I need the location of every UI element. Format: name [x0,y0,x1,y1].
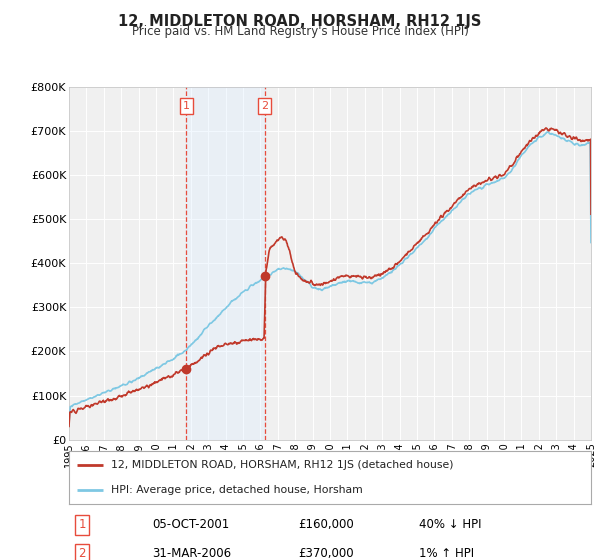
Text: Price paid vs. HM Land Registry's House Price Index (HPI): Price paid vs. HM Land Registry's House … [131,25,469,38]
Text: 2: 2 [261,101,268,111]
Text: HPI: Average price, detached house, Horsham: HPI: Average price, detached house, Hors… [111,484,362,494]
Bar [187,87,265,440]
Text: 05-OCT-2001: 05-OCT-2001 [152,519,230,531]
Text: 1% ↑ HPI: 1% ↑ HPI [419,548,474,560]
Text: 1: 1 [183,101,190,111]
Text: 12, MIDDLETON ROAD, HORSHAM, RH12 1JS: 12, MIDDLETON ROAD, HORSHAM, RH12 1JS [118,14,482,29]
Text: £370,000: £370,000 [299,548,355,560]
Text: 12, MIDDLETON ROAD, HORSHAM, RH12 1JS (detached house): 12, MIDDLETON ROAD, HORSHAM, RH12 1JS (d… [111,460,453,470]
Text: 40% ↓ HPI: 40% ↓ HPI [419,519,481,531]
Text: 1: 1 [78,519,86,531]
Text: 31-MAR-2006: 31-MAR-2006 [152,548,232,560]
Text: 2: 2 [78,548,86,560]
Text: £160,000: £160,000 [299,519,355,531]
